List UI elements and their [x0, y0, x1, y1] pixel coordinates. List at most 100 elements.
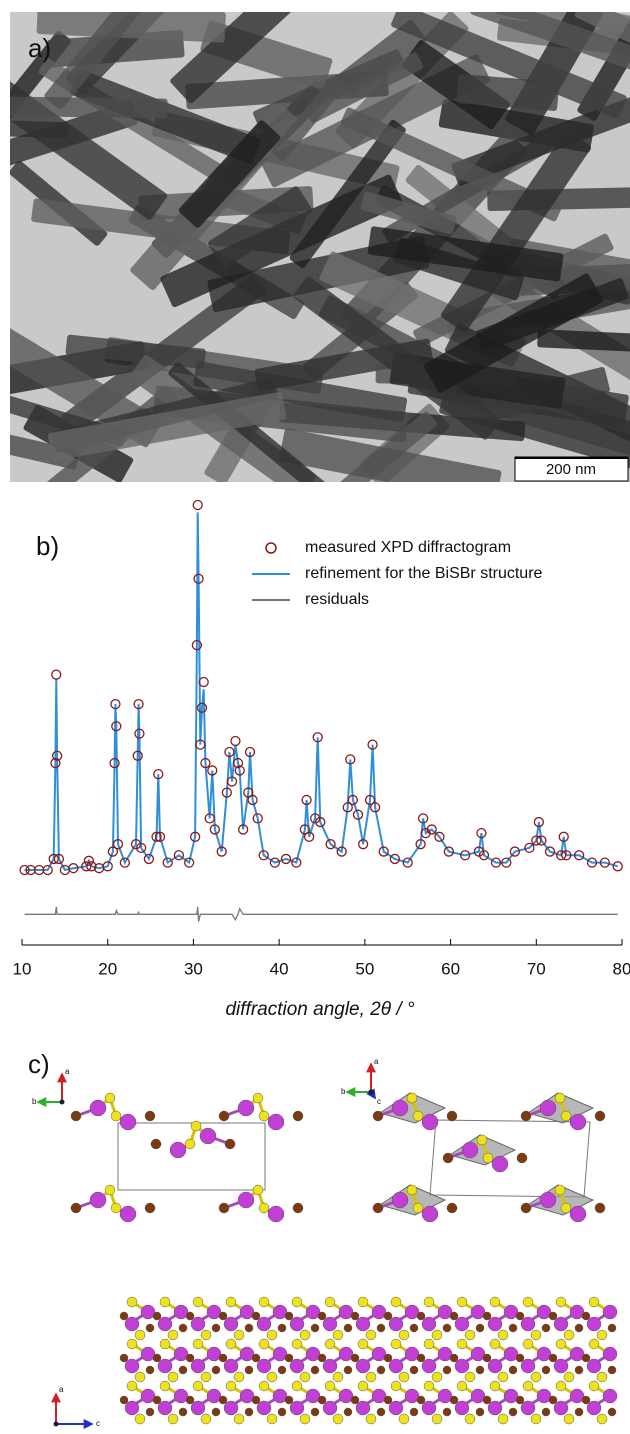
bi-atom	[602, 1304, 618, 1320]
bi-atom	[391, 1099, 409, 1117]
bi-atom	[199, 1127, 217, 1145]
measured-point	[459, 850, 471, 861]
s-atom	[167, 1371, 179, 1383]
measured-point	[299, 824, 311, 835]
measured-point	[533, 816, 545, 828]
measured-point	[83, 855, 95, 866]
br-atom	[145, 1323, 155, 1333]
br-atom	[372, 1202, 384, 1214]
s-atom	[406, 1184, 418, 1196]
s-atom	[456, 1338, 468, 1350]
s-atom	[588, 1338, 600, 1350]
s-atom	[596, 1413, 608, 1425]
rod	[47, 391, 287, 461]
bi-atom	[355, 1358, 371, 1374]
s-atom	[464, 1371, 476, 1383]
s-atom	[522, 1296, 534, 1308]
bi-atom	[421, 1205, 439, 1223]
bi-atom	[491, 1155, 509, 1173]
s-atom	[530, 1329, 542, 1341]
s-atom	[365, 1413, 377, 1425]
br-atom	[350, 1395, 360, 1405]
residual-line	[24, 906, 618, 922]
panel-label: a)	[28, 33, 51, 63]
measured-point	[151, 831, 162, 842]
measured-point	[107, 846, 119, 857]
rod	[402, 40, 510, 130]
measured-point	[352, 809, 364, 820]
s-atom	[258, 1338, 270, 1350]
s-atom	[489, 1380, 501, 1392]
rod	[340, 107, 563, 222]
br-atom	[144, 1202, 156, 1214]
bi-atom	[586, 1400, 602, 1416]
br-atom	[515, 1395, 525, 1405]
bi-atom	[520, 1400, 536, 1416]
br-atom	[284, 1353, 294, 1363]
br-atom	[383, 1353, 393, 1363]
measured-point	[490, 857, 502, 868]
bi-atom	[404, 1346, 420, 1362]
measured-point	[209, 824, 221, 835]
s-atom	[398, 1329, 410, 1341]
measured-point	[599, 857, 611, 868]
bi-atom	[256, 1400, 272, 1416]
s-atom	[225, 1296, 237, 1308]
measured-point	[558, 831, 569, 842]
s-atom	[266, 1371, 278, 1383]
legend-label: refinement for the BiSBr structure	[305, 565, 543, 582]
br-atom	[292, 1110, 304, 1122]
s-atom	[357, 1338, 369, 1350]
bi-atom	[272, 1304, 288, 1320]
s-atom	[104, 1092, 116, 1104]
bi-atom	[206, 1346, 222, 1362]
bi-atom	[602, 1346, 618, 1362]
s-atom	[200, 1329, 212, 1341]
s-atom	[497, 1413, 509, 1425]
axis-letter: b	[32, 1097, 37, 1106]
bi-atom	[553, 1358, 569, 1374]
measured-point	[224, 746, 235, 758]
s-atom	[324, 1380, 336, 1392]
s-atom	[252, 1184, 264, 1196]
br-atom	[449, 1311, 459, 1321]
measured-point	[48, 853, 59, 865]
br-atom	[475, 1323, 485, 1333]
legend-marker	[265, 542, 277, 554]
measured-point	[216, 846, 227, 857]
s-atom	[464, 1413, 476, 1425]
s-atom	[184, 1138, 196, 1150]
s-atom	[423, 1338, 435, 1350]
bi-atom	[237, 1099, 255, 1117]
bi-atom	[553, 1400, 569, 1416]
x-tick-label: 60	[441, 959, 460, 978]
s-atom	[522, 1380, 534, 1392]
br-atom	[574, 1323, 584, 1333]
measured-point	[555, 850, 567, 861]
unit-cell	[429, 1119, 591, 1198]
measured-point	[51, 750, 63, 761]
br-atom	[520, 1202, 532, 1214]
measured-point	[237, 824, 249, 835]
br-atom	[541, 1323, 551, 1333]
measured-point	[434, 831, 445, 842]
s-atom	[560, 1202, 572, 1214]
measured-point	[50, 757, 61, 769]
br-atom	[383, 1311, 393, 1321]
br-atom	[475, 1407, 485, 1417]
s-atom	[588, 1380, 600, 1392]
br-atom	[144, 1110, 156, 1122]
measured-point	[221, 787, 233, 798]
rod	[391, 12, 627, 119]
s-atom	[159, 1380, 171, 1392]
br-atom	[516, 1152, 528, 1164]
measured-point	[389, 853, 401, 865]
measured-point	[196, 702, 208, 713]
bi-atom	[355, 1316, 371, 1332]
br-atom	[416, 1353, 426, 1363]
bi-atom	[487, 1400, 503, 1416]
measured-point	[109, 757, 120, 769]
s-atom	[555, 1296, 567, 1308]
bi-atom	[256, 1358, 272, 1374]
br-atom	[211, 1323, 221, 1333]
